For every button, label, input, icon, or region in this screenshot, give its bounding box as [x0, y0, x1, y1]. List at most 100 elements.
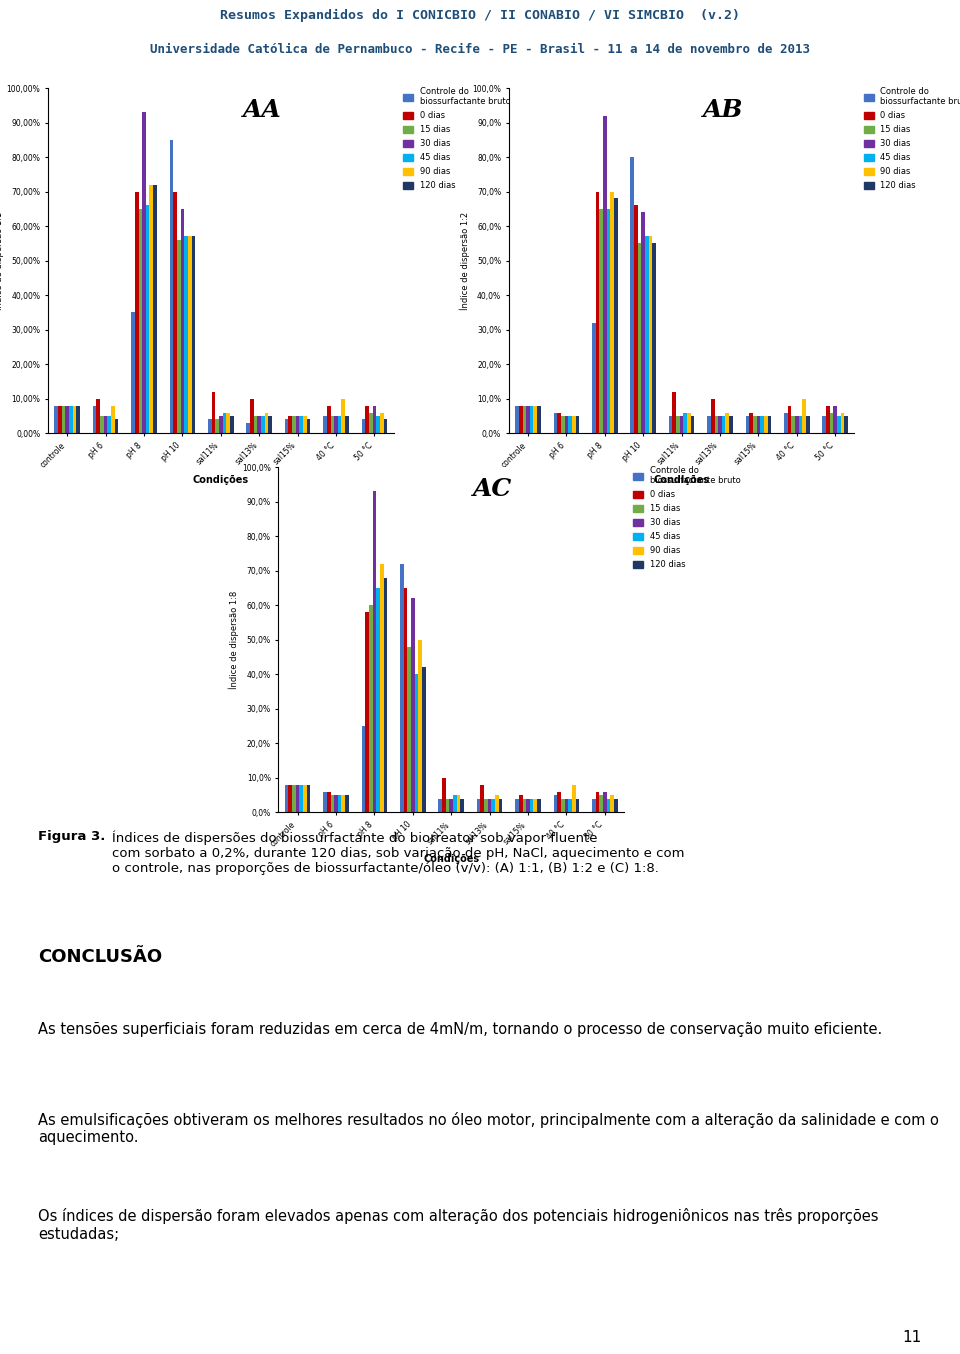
Bar: [342, 398, 345, 433]
Bar: [292, 416, 296, 433]
Bar: [516, 799, 518, 812]
Bar: [557, 792, 561, 812]
Bar: [61, 406, 65, 433]
Bar: [184, 237, 188, 433]
Bar: [372, 406, 376, 433]
Bar: [760, 416, 764, 433]
Bar: [372, 492, 376, 812]
Bar: [324, 792, 326, 812]
Bar: [345, 416, 348, 433]
Text: As tensões superficiais foram reduzidas em cerca de 4mN/m, tornando o processo d: As tensões superficiais foram reduzidas …: [38, 1022, 882, 1037]
Bar: [173, 191, 177, 433]
Y-axis label: Índice de dispersão 1:1: Índice de dispersão 1:1: [0, 211, 4, 310]
Bar: [641, 213, 645, 433]
Bar: [55, 406, 58, 433]
Bar: [296, 416, 300, 433]
Bar: [247, 422, 250, 433]
Bar: [687, 413, 691, 433]
Bar: [522, 406, 526, 433]
Bar: [285, 785, 288, 812]
Bar: [829, 413, 833, 433]
Bar: [292, 785, 296, 812]
Bar: [718, 416, 722, 433]
Bar: [534, 799, 537, 812]
Text: CONCLUSÃO: CONCLUSÃO: [38, 948, 162, 965]
Bar: [215, 420, 219, 433]
Bar: [376, 588, 380, 812]
Bar: [419, 639, 421, 812]
Bar: [488, 799, 492, 812]
Text: Resumos Expandidos do I CONICBIO / II CONABIO / VI SIMCBIO  (v.2): Resumos Expandidos do I CONICBIO / II CO…: [220, 9, 740, 22]
Bar: [142, 112, 146, 433]
Bar: [303, 785, 306, 812]
Bar: [300, 785, 303, 812]
Bar: [837, 416, 841, 433]
Bar: [557, 413, 561, 433]
Bar: [229, 416, 233, 433]
Bar: [400, 563, 403, 812]
Bar: [534, 406, 538, 433]
Bar: [285, 420, 288, 433]
Bar: [338, 416, 342, 433]
Bar: [603, 115, 607, 433]
Bar: [380, 563, 383, 812]
Bar: [268, 416, 272, 433]
X-axis label: Condições: Condições: [193, 475, 249, 485]
Bar: [607, 799, 611, 812]
Y-axis label: Índice de dispersão 1:8: Índice de dispersão 1:8: [228, 590, 239, 689]
X-axis label: Condições: Condições: [654, 475, 709, 485]
Bar: [756, 416, 760, 433]
Bar: [611, 795, 613, 812]
Bar: [108, 416, 111, 433]
Bar: [330, 795, 334, 812]
Bar: [362, 726, 365, 812]
Bar: [607, 209, 611, 433]
Bar: [345, 795, 348, 812]
Bar: [306, 420, 310, 433]
Bar: [334, 416, 338, 433]
Bar: [330, 416, 334, 433]
Text: Universidade Católica de Pernambuco - Recife - PE - Brasil - 11 a 14 de novembro: Universidade Católica de Pernambuco - Re…: [150, 42, 810, 56]
Bar: [599, 209, 603, 433]
Bar: [526, 406, 530, 433]
Bar: [691, 416, 694, 433]
Bar: [592, 799, 595, 812]
Legend: Controle do
biossurfactante bruto, 0 dias, 15 dias, 30 dias, 45 dias, 90 dias, 1: Controle do biossurfactante bruto, 0 dia…: [632, 464, 742, 571]
Bar: [645, 237, 649, 433]
Bar: [334, 795, 338, 812]
Bar: [554, 413, 557, 433]
Bar: [746, 416, 749, 433]
Legend: Controle do
biossurfactante bruto, 0 dias, 15 dias, 30 dias, 45 dias, 90 dias, 1: Controle do biossurfactante bruto, 0 dia…: [401, 85, 512, 192]
Bar: [257, 416, 261, 433]
Bar: [480, 785, 484, 812]
Bar: [676, 416, 680, 433]
Bar: [69, 406, 73, 433]
Text: AC: AC: [473, 478, 513, 501]
Bar: [603, 792, 607, 812]
Bar: [631, 157, 635, 433]
Text: AB: AB: [703, 99, 743, 122]
Bar: [188, 237, 191, 433]
Bar: [568, 416, 572, 433]
Bar: [649, 237, 653, 433]
Bar: [708, 416, 710, 433]
Bar: [803, 398, 805, 433]
Bar: [324, 416, 326, 433]
Bar: [516, 406, 518, 433]
Bar: [219, 416, 223, 433]
Bar: [795, 416, 799, 433]
Bar: [595, 191, 599, 433]
Bar: [572, 785, 575, 812]
Bar: [407, 647, 411, 812]
Bar: [445, 799, 449, 812]
Bar: [784, 413, 787, 433]
Bar: [652, 244, 656, 433]
Bar: [599, 795, 603, 812]
Bar: [753, 416, 756, 433]
Bar: [613, 799, 617, 812]
Bar: [722, 416, 726, 433]
Bar: [799, 416, 803, 433]
Bar: [134, 191, 138, 433]
Y-axis label: Índice de dispersão 1:2: Índice de dispersão 1:2: [459, 211, 469, 310]
Bar: [611, 191, 614, 433]
